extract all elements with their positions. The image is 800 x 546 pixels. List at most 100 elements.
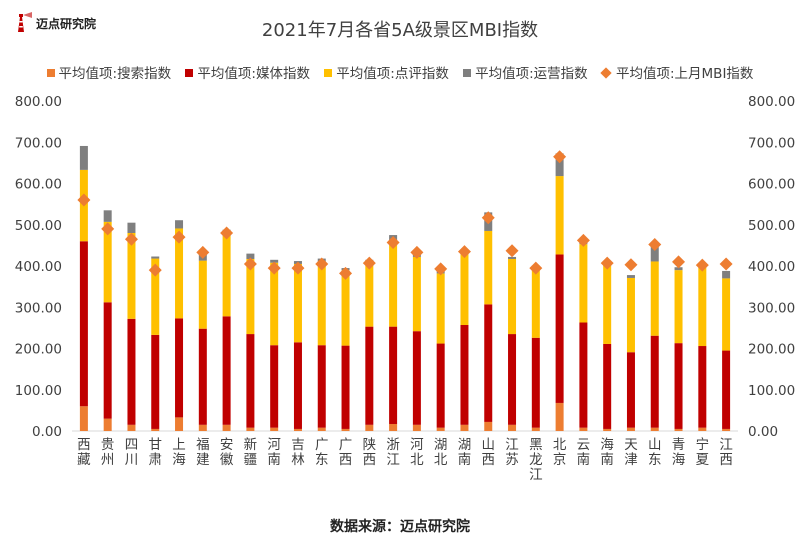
marker-last-month <box>315 257 329 271</box>
marker-last-month <box>243 257 257 271</box>
bar-segment-media <box>103 302 112 419</box>
y-tick-left: 200.00 <box>15 342 62 358</box>
bar-segment-operation <box>555 153 564 177</box>
bar-segment-media <box>151 334 160 429</box>
marker-last-month <box>101 222 115 236</box>
bar-segment-media <box>389 326 398 424</box>
data-source-note: 数据来源：迈点研究院 <box>330 519 470 535</box>
legend-item-search: 平均值项:搜索指数 <box>46 62 172 82</box>
y-tick-left: 100.00 <box>15 383 62 399</box>
bar-segment-search <box>555 402 564 431</box>
bar-segment-search <box>626 427 635 431</box>
marker-last-month <box>339 266 353 280</box>
legend-swatch-review <box>324 69 333 77</box>
bar-segment-operation <box>127 222 136 233</box>
bar-segment-search <box>674 428 683 431</box>
bar-segment-review <box>175 228 184 319</box>
marker-last-month <box>529 261 543 275</box>
bar-segment-media <box>436 343 445 428</box>
marker-last-month <box>386 235 400 249</box>
bar-segment-search <box>222 424 231 431</box>
bar-segment-search <box>103 418 112 431</box>
bar-segment-media <box>508 334 517 425</box>
bar-segment-review <box>341 270 350 346</box>
bar-segment-search <box>698 427 707 431</box>
bar-segment-search <box>484 421 493 431</box>
bar-segment-search <box>722 428 731 431</box>
x-tick-label: 广东 <box>315 437 329 468</box>
bar-segment-review <box>412 256 421 332</box>
bar-segment-media <box>341 345 350 429</box>
bar-segment-review <box>127 233 136 319</box>
bar-segment-media <box>674 343 683 429</box>
y-tick-right: 0.00 <box>748 424 778 440</box>
y-tick-left: 300.00 <box>15 300 62 316</box>
marker-last-month <box>457 245 471 259</box>
bar-segment-review <box>722 278 731 351</box>
bar-segment-media <box>317 345 326 428</box>
marker-last-month <box>291 261 305 275</box>
bar-segment-review <box>508 258 517 335</box>
bar-segment-operation <box>674 267 683 271</box>
bar-segment-search <box>198 424 207 431</box>
x-tick-label: 宁夏 <box>696 436 710 468</box>
bar-series <box>79 145 731 431</box>
marker-last-month <box>719 257 733 271</box>
marker-last-month <box>362 256 376 270</box>
x-tick-label: 四川 <box>125 437 139 468</box>
legend-label-last-month: 平均值项:上月MBI指数 <box>615 66 754 82</box>
x-tick-label: 江苏 <box>505 437 519 468</box>
marker-last-month <box>553 150 567 164</box>
bar-segment-review <box>222 235 231 317</box>
bar-segment-search <box>436 427 445 431</box>
x-tick-label: 浙江 <box>386 437 400 468</box>
bar-segment-operation <box>151 256 160 259</box>
legend-swatch-search <box>46 69 55 77</box>
bar-segment-search <box>151 428 160 431</box>
x-tick-label: 新疆 <box>244 437 258 468</box>
marker-last-month <box>624 258 638 272</box>
bar-segment-review <box>579 244 588 323</box>
x-tick-label: 江西 <box>719 437 733 468</box>
last-month-markers <box>77 150 733 280</box>
bar-segment-media <box>603 343 612 429</box>
bar-segment-media <box>460 324 469 425</box>
marker-last-month <box>220 226 234 240</box>
x-tick-label: 青海 <box>672 437 686 468</box>
bar-segment-search <box>127 424 136 431</box>
y-tick-right: 700.00 <box>748 135 795 151</box>
x-tick-label: 黑龙江 <box>529 437 543 483</box>
marker-last-month <box>172 230 186 244</box>
bar-segment-review <box>460 252 469 325</box>
bar-segment-operation <box>508 256 517 259</box>
bar-segment-operation <box>103 210 112 222</box>
bar-segment-search <box>270 427 279 431</box>
bar-segment-search <box>579 427 588 431</box>
bar-segment-review <box>650 261 659 336</box>
legend-label-operation: 平均值项:运营指数 <box>475 66 588 82</box>
bar-segment-review <box>626 277 635 353</box>
marker-last-month <box>267 261 281 275</box>
x-tick-label: 河北 <box>410 437 424 468</box>
bar-segment-media <box>365 326 374 425</box>
x-tick-label: 安徽 <box>220 437 234 468</box>
bar-segment-review <box>555 176 564 255</box>
bar-segment-review <box>389 240 398 327</box>
legend-label-search: 平均值项:搜索指数 <box>58 66 172 82</box>
bar-segment-search <box>460 424 469 431</box>
bar-segment-media <box>412 331 421 425</box>
y-tick-right: 500.00 <box>748 218 795 234</box>
bar-segment-operation <box>650 247 659 262</box>
x-tick-label: 山西 <box>482 437 496 468</box>
x-tick-label: 湖南 <box>458 437 472 468</box>
bar-segment-review <box>246 258 255 335</box>
bar-segment-operation <box>722 270 731 279</box>
x-tick-label: 广西 <box>339 437 353 468</box>
y-tick-left: 0.00 <box>32 424 62 440</box>
x-tick-label: 吉林 <box>291 437 305 468</box>
legend-label-review: 平均值项:点评指数 <box>336 66 449 82</box>
bar-segment-media <box>531 337 540 428</box>
bar-segment-search <box>79 406 88 431</box>
bar-segment-search <box>531 427 540 431</box>
x-tick-label: 云南 <box>577 437 591 468</box>
